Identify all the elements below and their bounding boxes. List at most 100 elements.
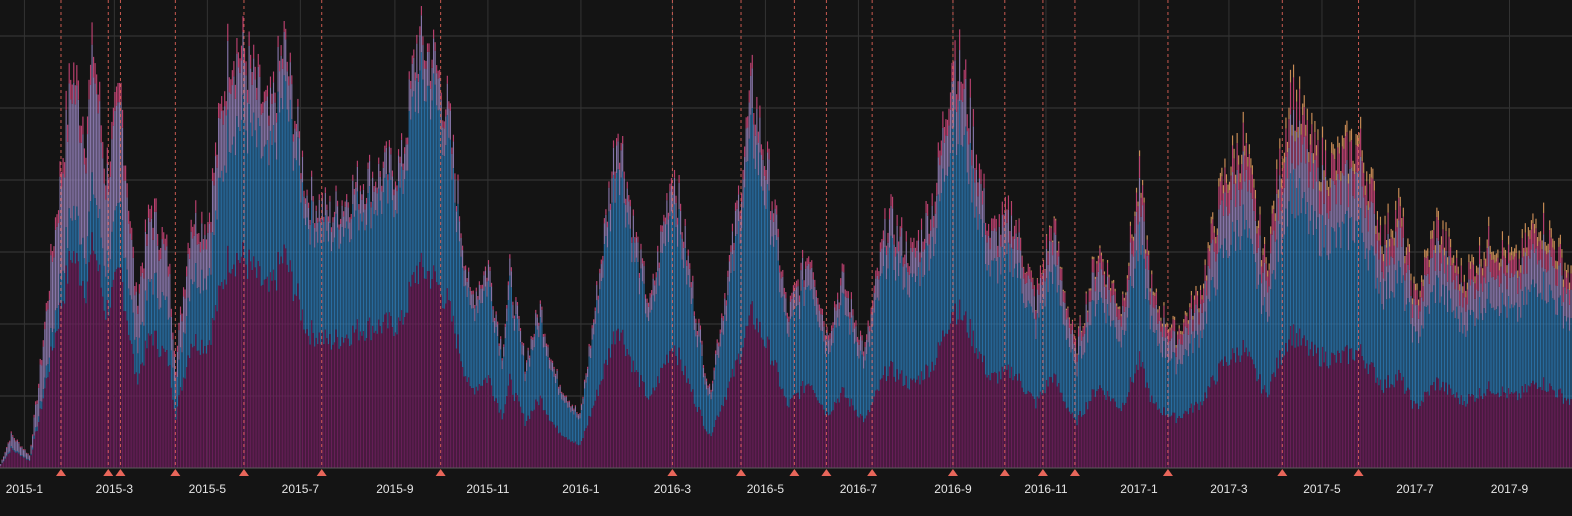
bar-segment <box>1340 180 1342 205</box>
bar-segment <box>6 455 8 457</box>
bar-segment <box>1498 262 1500 271</box>
bar-segment <box>24 449 26 451</box>
bar-segment <box>547 347 549 357</box>
bar-segment <box>1273 270 1275 373</box>
bar-segment <box>1264 262 1266 298</box>
bar-segment <box>172 332 174 340</box>
bar-segment <box>965 59 967 79</box>
bar-segment <box>792 394 795 468</box>
bar-segment <box>192 347 194 468</box>
bar-segment <box>1463 297 1465 326</box>
bar-segment <box>106 163 108 251</box>
bar-segment <box>558 433 560 468</box>
bar-segment <box>1142 362 1144 468</box>
bar-segment <box>1181 334 1183 345</box>
bar-segment <box>1363 197 1365 242</box>
bar-segment <box>509 258 511 276</box>
bar-segment <box>1097 389 1099 468</box>
bar-segment <box>626 349 628 468</box>
bar-segment <box>535 399 537 468</box>
bar-segment <box>458 241 461 354</box>
bar-segment <box>539 317 541 396</box>
bar-segment <box>362 189 365 213</box>
bar-segment <box>829 414 831 468</box>
bar-segment <box>222 181 224 290</box>
bar-segment <box>1193 405 1196 468</box>
bar-segment <box>1280 187 1282 211</box>
bar-segment <box>847 398 849 468</box>
bar-segment <box>378 163 380 189</box>
bar-segment <box>1146 288 1148 383</box>
bar-segment <box>192 238 194 285</box>
bar-segment <box>1434 253 1436 272</box>
bar-segment <box>408 110 410 282</box>
bar-segment <box>358 204 360 210</box>
bar-segment <box>1288 147 1290 202</box>
bar-segment <box>1110 401 1112 468</box>
bar-segment <box>1291 124 1293 136</box>
bar-segment <box>1433 382 1435 468</box>
bar-segment <box>596 300 598 390</box>
bar-segment <box>79 142 81 245</box>
bar-segment <box>54 332 57 468</box>
bar-segment <box>44 321 46 330</box>
bar-segment <box>362 212 365 332</box>
bar-segment <box>869 412 871 468</box>
bar-segment <box>599 268 601 274</box>
bar-segment <box>1148 300 1150 389</box>
bar-segment <box>7 443 9 453</box>
bar-segment <box>41 365 43 402</box>
bar-segment <box>1349 130 1351 142</box>
bar-segment <box>288 121 290 273</box>
bar-segment <box>205 239 208 250</box>
bar-segment <box>1381 304 1383 391</box>
bar-segment <box>458 216 461 222</box>
bar-segment <box>1535 218 1537 229</box>
bar-segment <box>157 233 159 246</box>
bar-segment <box>1071 319 1074 322</box>
bar-segment <box>1416 283 1418 290</box>
bar-segment <box>896 225 898 254</box>
bar-segment <box>175 376 177 397</box>
bar-segment <box>721 332 723 406</box>
bar-segment <box>410 119 412 287</box>
bar-segment <box>397 149 400 156</box>
bar-segment <box>1012 248 1014 278</box>
bar-segment <box>1212 219 1214 240</box>
bar-segment <box>591 339 593 409</box>
bar-segment <box>300 202 302 321</box>
bar-segment <box>550 421 552 468</box>
bar-segment <box>1460 312 1462 396</box>
bar-segment <box>582 398 584 404</box>
bar-segment <box>651 394 653 468</box>
bar-segment <box>172 399 174 468</box>
bar-segment <box>247 153 249 279</box>
bar-segment <box>518 315 520 319</box>
bar-segment <box>1032 278 1034 289</box>
bar-segment <box>236 116 238 254</box>
bar-segment <box>286 109 288 265</box>
bar-segment <box>1111 320 1113 399</box>
bar-segment <box>1081 416 1083 468</box>
bar-segment <box>1149 304 1151 330</box>
bar-segment <box>596 281 598 285</box>
bar-segment <box>161 226 163 240</box>
bar-segment <box>50 243 52 256</box>
bar-segment <box>1303 192 1305 336</box>
x-tick-label: 2017-7 <box>1396 482 1434 496</box>
bar-segment <box>254 130 256 268</box>
bar-segment <box>771 210 773 237</box>
bar-segment <box>744 146 746 157</box>
bar-segment <box>237 67 240 128</box>
bar-segment <box>823 321 825 327</box>
bar-segment <box>25 459 28 468</box>
bar-segment <box>1538 387 1540 468</box>
bar-segment <box>1135 192 1138 212</box>
bar-segment <box>1140 197 1142 217</box>
bar-segment <box>538 325 540 338</box>
bar-segment <box>951 62 953 82</box>
bar-segment <box>600 380 602 468</box>
bar-segment <box>382 167 384 193</box>
bar-segment <box>808 285 810 384</box>
bar-segment <box>76 85 78 207</box>
